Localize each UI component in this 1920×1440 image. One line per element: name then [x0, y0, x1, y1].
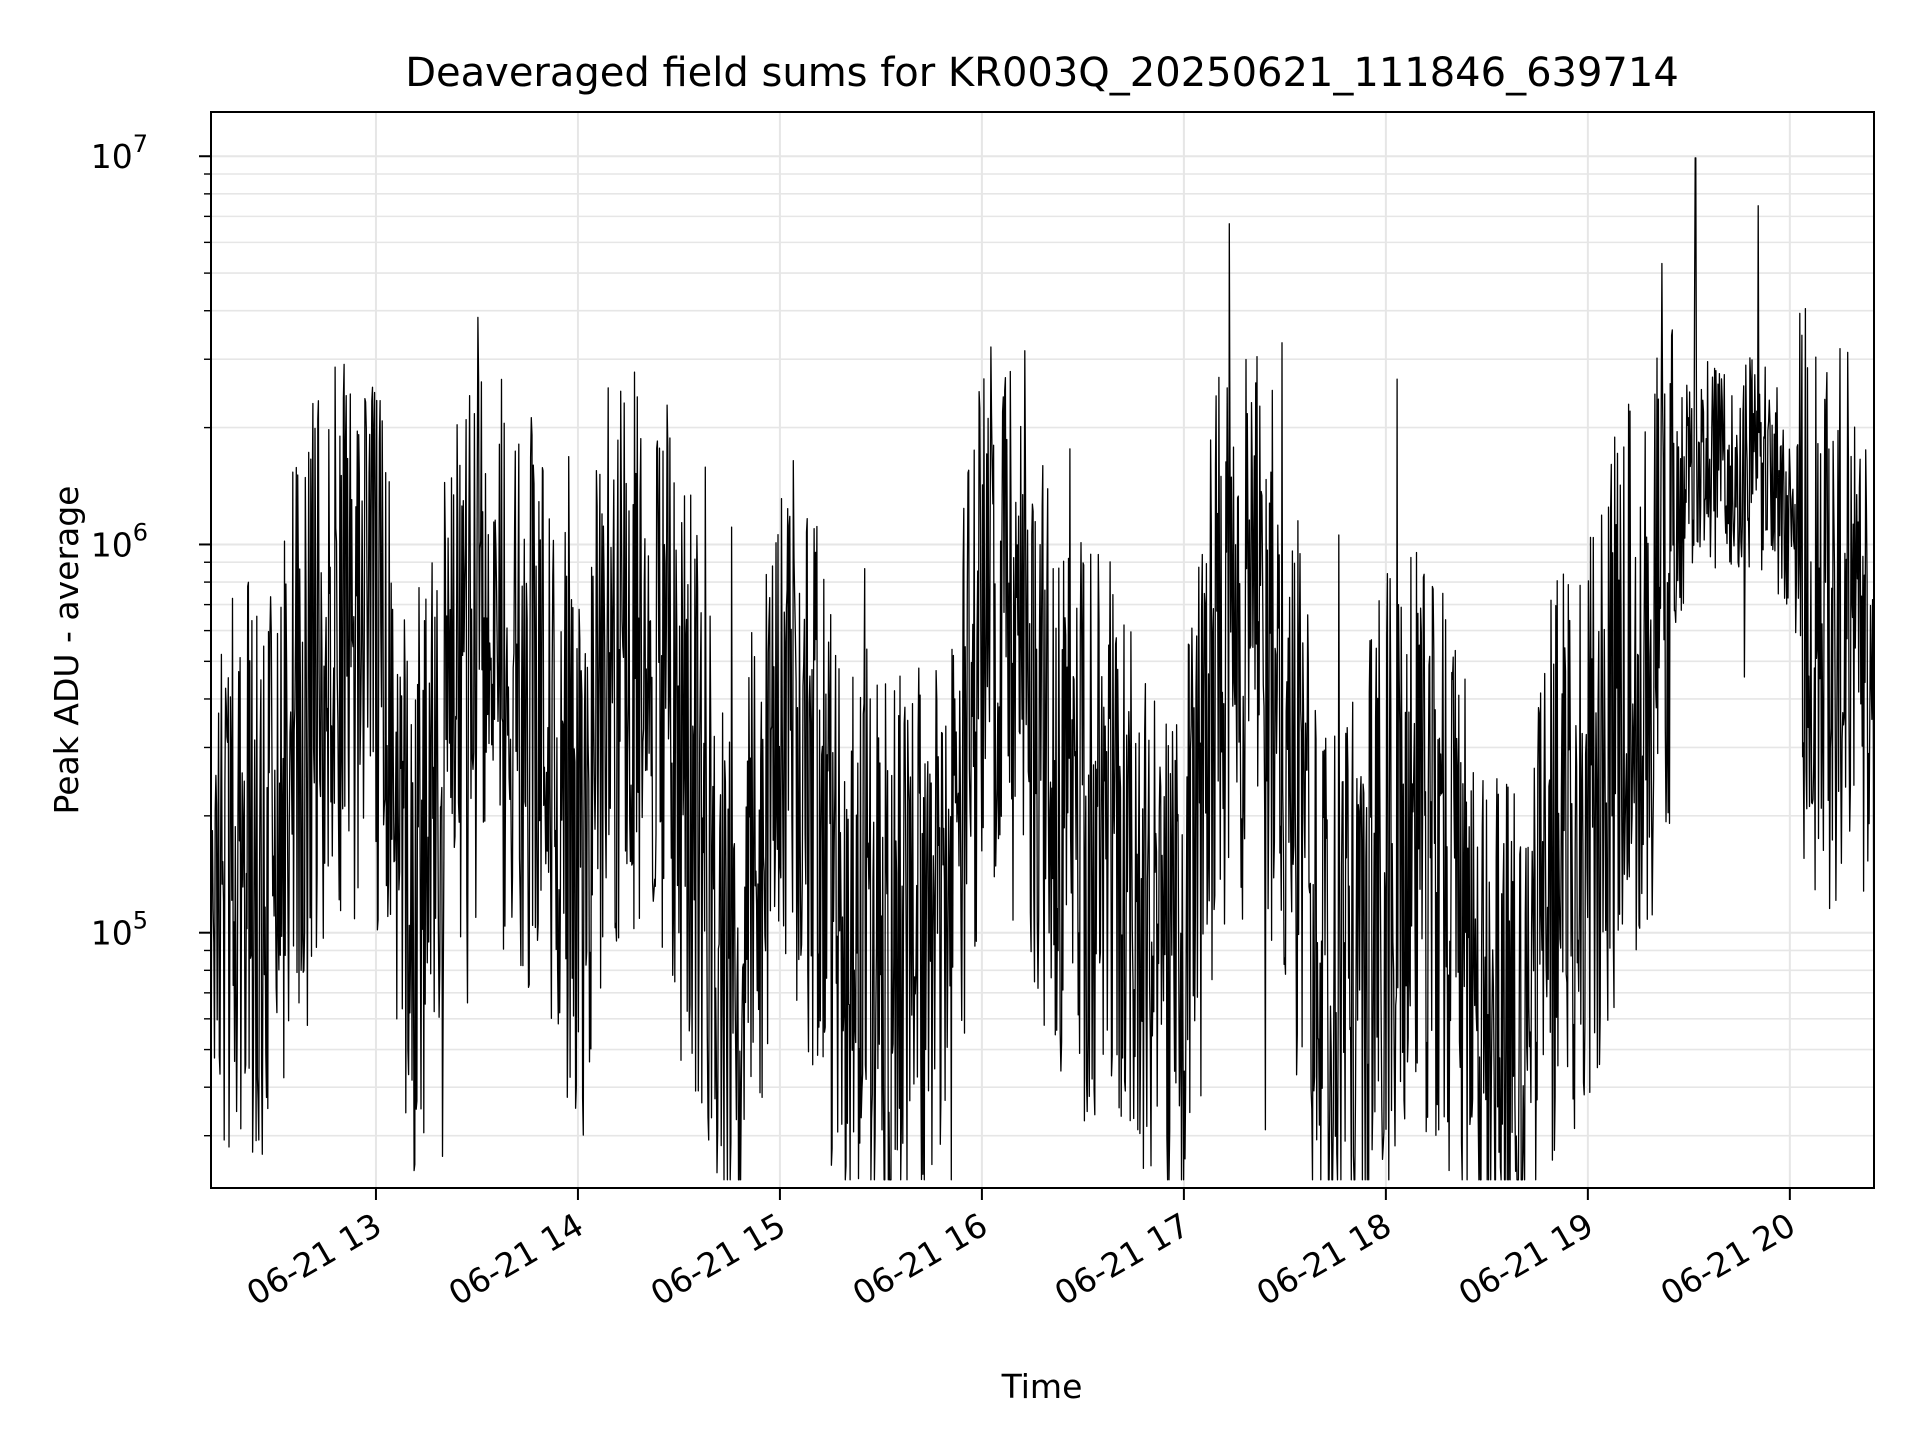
chart-title: Deaveraged field sums for KR003Q_2025062… [405, 50, 1679, 96]
series-line [211, 157, 1874, 1181]
y-tick-label: 107 [91, 130, 148, 176]
y-axis-label: Peak ADU - average [47, 486, 86, 815]
plot-frame [210, 111, 1875, 1189]
x-axis-label: Time [1001, 1367, 1083, 1406]
y-tick-label: 106 [91, 518, 148, 564]
y-axis: 105 106 107 [91, 130, 211, 1137]
plot-area [211, 157, 1874, 1181]
y-tick-label: 105 [91, 907, 148, 953]
